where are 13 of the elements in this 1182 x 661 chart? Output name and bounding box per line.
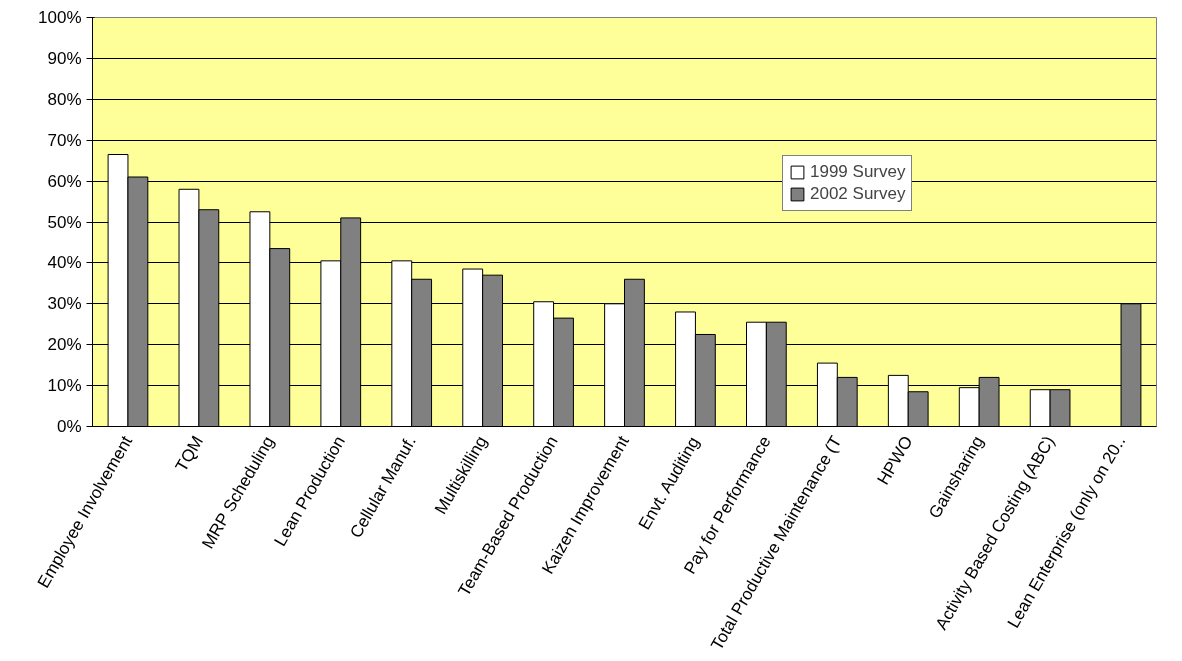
- y-tick-label: 100%: [38, 8, 82, 27]
- y-tick-label: 40%: [47, 253, 82, 273]
- y-tick-label: 50%: [47, 212, 82, 232]
- legend-label: 2002 Survey: [810, 184, 906, 204]
- y-tick-label: 80%: [47, 89, 82, 109]
- y-tick-label: 0%: [56, 417, 82, 436]
- y-tick-label: 70%: [47, 130, 82, 150]
- legend-label: 1999 Survey: [810, 162, 906, 182]
- y-tick-label: 90%: [47, 48, 82, 68]
- y-tick-label: 60%: [47, 171, 82, 191]
- y-tick-label: 20%: [47, 335, 82, 355]
- y-tick-label: 30%: [47, 294, 82, 314]
- y-tick-label: 10%: [47, 376, 82, 396]
